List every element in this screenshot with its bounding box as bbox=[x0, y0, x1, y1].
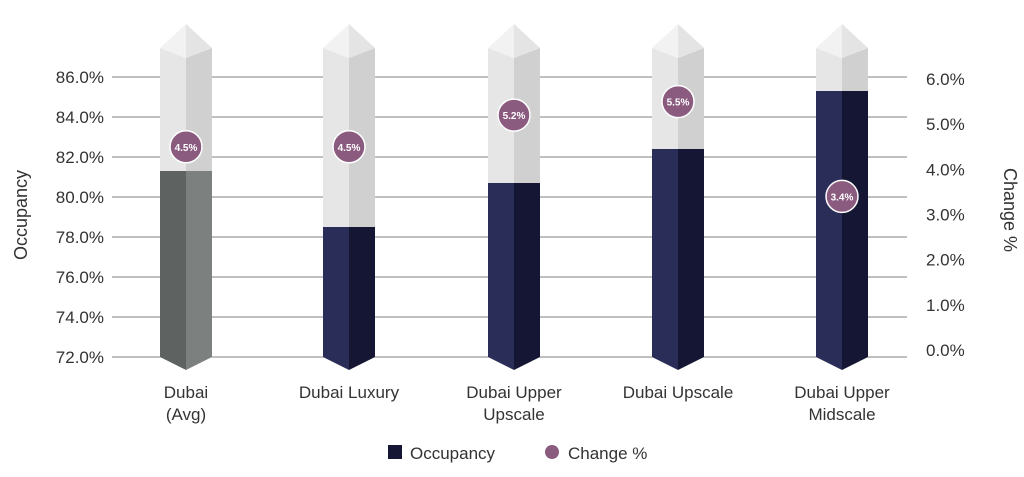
legend-change-swatch bbox=[545, 445, 559, 459]
bar-group bbox=[323, 24, 375, 370]
y2-tick-label: 2.0% bbox=[926, 251, 965, 270]
legend-occupancy-label: Occupancy bbox=[410, 444, 496, 463]
change-data-label: 4.5% bbox=[175, 143, 198, 154]
category-label: Dubai Upscale bbox=[623, 383, 734, 402]
bar-side bbox=[842, 91, 868, 370]
y2-tick-label: 4.0% bbox=[926, 160, 965, 179]
category-label: Dubai Upper Midscale bbox=[794, 383, 890, 424]
y2-axis-title: Change % bbox=[1000, 168, 1020, 252]
change-data-label: 3.4% bbox=[831, 192, 854, 203]
category-label: Dubai Luxury bbox=[299, 383, 400, 402]
category-label: Dubai Upper Upscale bbox=[466, 383, 562, 424]
change-marker bbox=[332, 130, 366, 164]
bar-side bbox=[186, 171, 212, 370]
y-axis-title: Occupancy bbox=[11, 170, 31, 260]
bar-cap-right bbox=[678, 24, 704, 58]
y2-tick-label: 6.0% bbox=[926, 70, 965, 89]
y-tick-label: 86.0% bbox=[56, 68, 104, 87]
y-tick-label: 84.0% bbox=[56, 108, 104, 127]
bar-cap-right bbox=[349, 24, 375, 58]
y2-tick-label: 0.0% bbox=[926, 341, 965, 360]
bar-side bbox=[514, 183, 540, 370]
category-label: Dubai (Avg) bbox=[164, 383, 208, 424]
bar-group bbox=[816, 24, 868, 370]
y-tick-label: 74.0% bbox=[56, 308, 104, 327]
legend-change-label: Change % bbox=[568, 444, 647, 463]
right-axis: 0.0% 1.0% 2.0% 3.0% 4.0% 5.0% 6.0% bbox=[926, 70, 965, 360]
bar-group bbox=[160, 24, 212, 370]
change-marker bbox=[825, 179, 859, 214]
bar bbox=[816, 91, 842, 370]
y-tick-label: 82.0% bbox=[56, 148, 104, 167]
bar-cap-right bbox=[186, 24, 212, 58]
y2-tick-label: 1.0% bbox=[926, 296, 965, 315]
bar-side bbox=[349, 227, 375, 370]
bar-cap-left bbox=[323, 24, 349, 58]
bar-cap-left bbox=[652, 24, 678, 58]
category-labels: Dubai (Avg) Dubai Luxury Dubai Upper Upscale… bbox=[164, 383, 890, 424]
y2-tick-label: 5.0% bbox=[926, 115, 965, 134]
bar-group bbox=[652, 24, 704, 370]
bar bbox=[323, 227, 349, 370]
bar bbox=[488, 183, 514, 370]
bar-side bbox=[678, 149, 704, 370]
y-tick-label: 76.0% bbox=[56, 268, 104, 287]
bar-cap-right bbox=[514, 24, 540, 58]
bar bbox=[652, 149, 678, 370]
bar-cap-left bbox=[816, 24, 842, 58]
change-data-label: 5.2% bbox=[503, 111, 526, 122]
bar-cap-left bbox=[160, 24, 186, 58]
change-marker bbox=[497, 98, 531, 132]
y-tick-label: 80.0% bbox=[56, 188, 104, 207]
change-data-label: 4.5% bbox=[338, 143, 361, 154]
change-marker bbox=[661, 84, 695, 119]
change-marker bbox=[169, 130, 203, 164]
legend-occupancy-swatch bbox=[388, 445, 402, 459]
y-tick-label: 72.0% bbox=[56, 348, 104, 367]
change-data-label: 5.5% bbox=[667, 98, 690, 109]
y-tick-label: 78.0% bbox=[56, 228, 104, 247]
change-markers: 4.5% 4.5% 5.2% 5.5% 3.4% bbox=[169, 84, 859, 214]
left-axis: 72.0% 74.0% 76.0% 78.0% 80.0% 82.0% 84.0% 86.0% bbox=[56, 68, 104, 367]
y2-tick-label: 3.0% bbox=[926, 206, 965, 225]
bar-cap-right bbox=[842, 24, 868, 58]
bar bbox=[160, 171, 186, 370]
legend: Occupancy Change % bbox=[388, 444, 647, 463]
bar-group bbox=[488, 24, 540, 370]
bar-cap-left bbox=[488, 24, 514, 58]
